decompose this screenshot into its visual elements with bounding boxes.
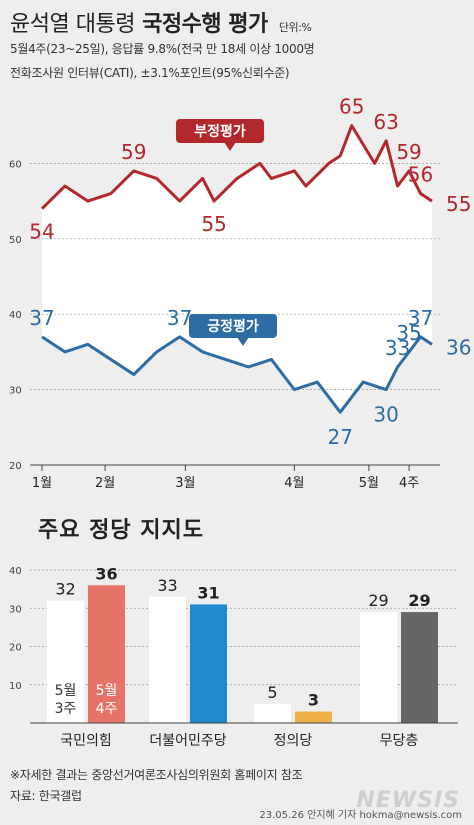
party-chart-title: 주요 정당 지지도 [38, 518, 204, 543]
y-tick-label: 10 [9, 681, 22, 692]
bar-this-week [190, 604, 227, 723]
x-tick-label: 5월 [359, 476, 379, 491]
approval-gap-band [42, 125, 432, 413]
bar-value-label: 29 [408, 591, 430, 610]
negative-data-label: 59 [396, 140, 421, 164]
positive-data-label: 37 [167, 306, 192, 330]
x-tick-label: 4월 [284, 476, 304, 491]
category-label: 국민의힘 [60, 733, 112, 749]
credit-line: 23.05.26 안지혜 기자 hokma@newsis.com [259, 810, 462, 821]
footnote: ※자세한 결과는 중앙선거여론조사심의위원회 홈페이지 참조 [10, 768, 303, 782]
series-inline-label: 5월 [55, 683, 77, 699]
negative-data-label: 56 [408, 163, 433, 187]
y-tick-label: 20 [9, 643, 22, 654]
bar-prev-week [47, 600, 84, 723]
positive-series-callout: 긍정평가 [189, 314, 277, 346]
survey-info-line2: 전화조사원 인터뷰(CATI), ±3.1%포인트(95%신뢰수준) [10, 66, 290, 80]
party-bar-chart: 10 20 30 40 32 36 국민의힘 33 31 더불어민주당 5 3 정의당 29 29 무당층 5월… [9, 564, 458, 749]
x-tick-label: 3월 [175, 476, 195, 491]
positive-data-label: 37 [29, 306, 54, 330]
callout-box [189, 314, 277, 338]
negative-data-label: 55 [446, 192, 471, 216]
callout-label: 부정평가 [194, 123, 246, 140]
negative-series-line [40, 124, 433, 210]
bar-this-week [295, 711, 332, 723]
positive-data-label: 37 [408, 306, 433, 330]
positive-data-label: 35 [396, 321, 421, 345]
y-tick-label: 50 [9, 235, 22, 246]
category-label: 무당층 [380, 733, 419, 749]
negative-data-label: 65 [339, 95, 364, 119]
bar-value-label: 5 [267, 683, 277, 702]
bar-value-label: 33 [157, 576, 177, 595]
category-label: 정의당 [274, 733, 313, 749]
series-inline-label: 5월 [96, 683, 118, 699]
negative-data-label: 54 [29, 220, 54, 244]
series-inline-label: 3주 [55, 701, 77, 717]
series-inline-label: 4주 [96, 701, 118, 717]
bar-value-label: 32 [55, 580, 75, 599]
positive-data-label: 36 [446, 335, 471, 359]
source-label: 자료: 한국갤럽 [10, 789, 82, 803]
bar-value-label: 31 [197, 583, 219, 602]
newsis-logo: NEWSIS [356, 788, 460, 813]
bar-prev-week [149, 596, 186, 723]
y-tick-label: 40 [9, 310, 22, 321]
positive-data-label: 33 [385, 336, 410, 360]
y-tick-label: 20 [9, 461, 22, 472]
x-tick-label: 4주 [399, 476, 419, 491]
callout-label: 긍정평가 [207, 318, 259, 335]
bar-prev-week [360, 612, 397, 723]
callout-pointer [237, 337, 249, 346]
negative-data-label: 59 [121, 140, 146, 164]
x-tick-label: 1월 [32, 476, 52, 491]
x-tick-label: 2월 [95, 476, 115, 491]
y-tick-label: 60 [9, 159, 22, 170]
negative-series-callout: 부정평가 [176, 119, 264, 151]
unit-label: 단위:% [278, 21, 312, 34]
bar-this-week [88, 585, 125, 723]
positive-series-line [41, 335, 433, 414]
positive-data-label: 30 [373, 403, 398, 427]
bar-value-label: 36 [95, 564, 117, 583]
bar-value-label: 29 [368, 591, 388, 610]
title-bold: 국정수행 평가 [142, 12, 268, 37]
negative-data-label: 55 [201, 212, 226, 236]
positive-data-label: 27 [328, 425, 353, 449]
bar-value-label: 3 [308, 691, 319, 710]
category-label: 더불어민주당 [149, 733, 226, 749]
chart-title: 윤석열 대통령 국정수행 평가 단위:% [10, 6, 312, 38]
survey-info-line1: 5월4주(23~25일), 응답률 9.8%(전국 만 18세 이상 1000명 [10, 42, 315, 56]
negative-data-label: 63 [373, 110, 398, 134]
title-main: 윤석열 대통령 [10, 12, 135, 37]
callout-pointer [224, 142, 236, 151]
callout-box [176, 119, 264, 143]
y-tick-label: 30 [9, 386, 22, 397]
y-tick-label: 30 [9, 604, 22, 615]
bar-prev-week [254, 703, 291, 723]
bar-this-week [401, 612, 438, 723]
y-tick-label: 40 [9, 566, 22, 577]
